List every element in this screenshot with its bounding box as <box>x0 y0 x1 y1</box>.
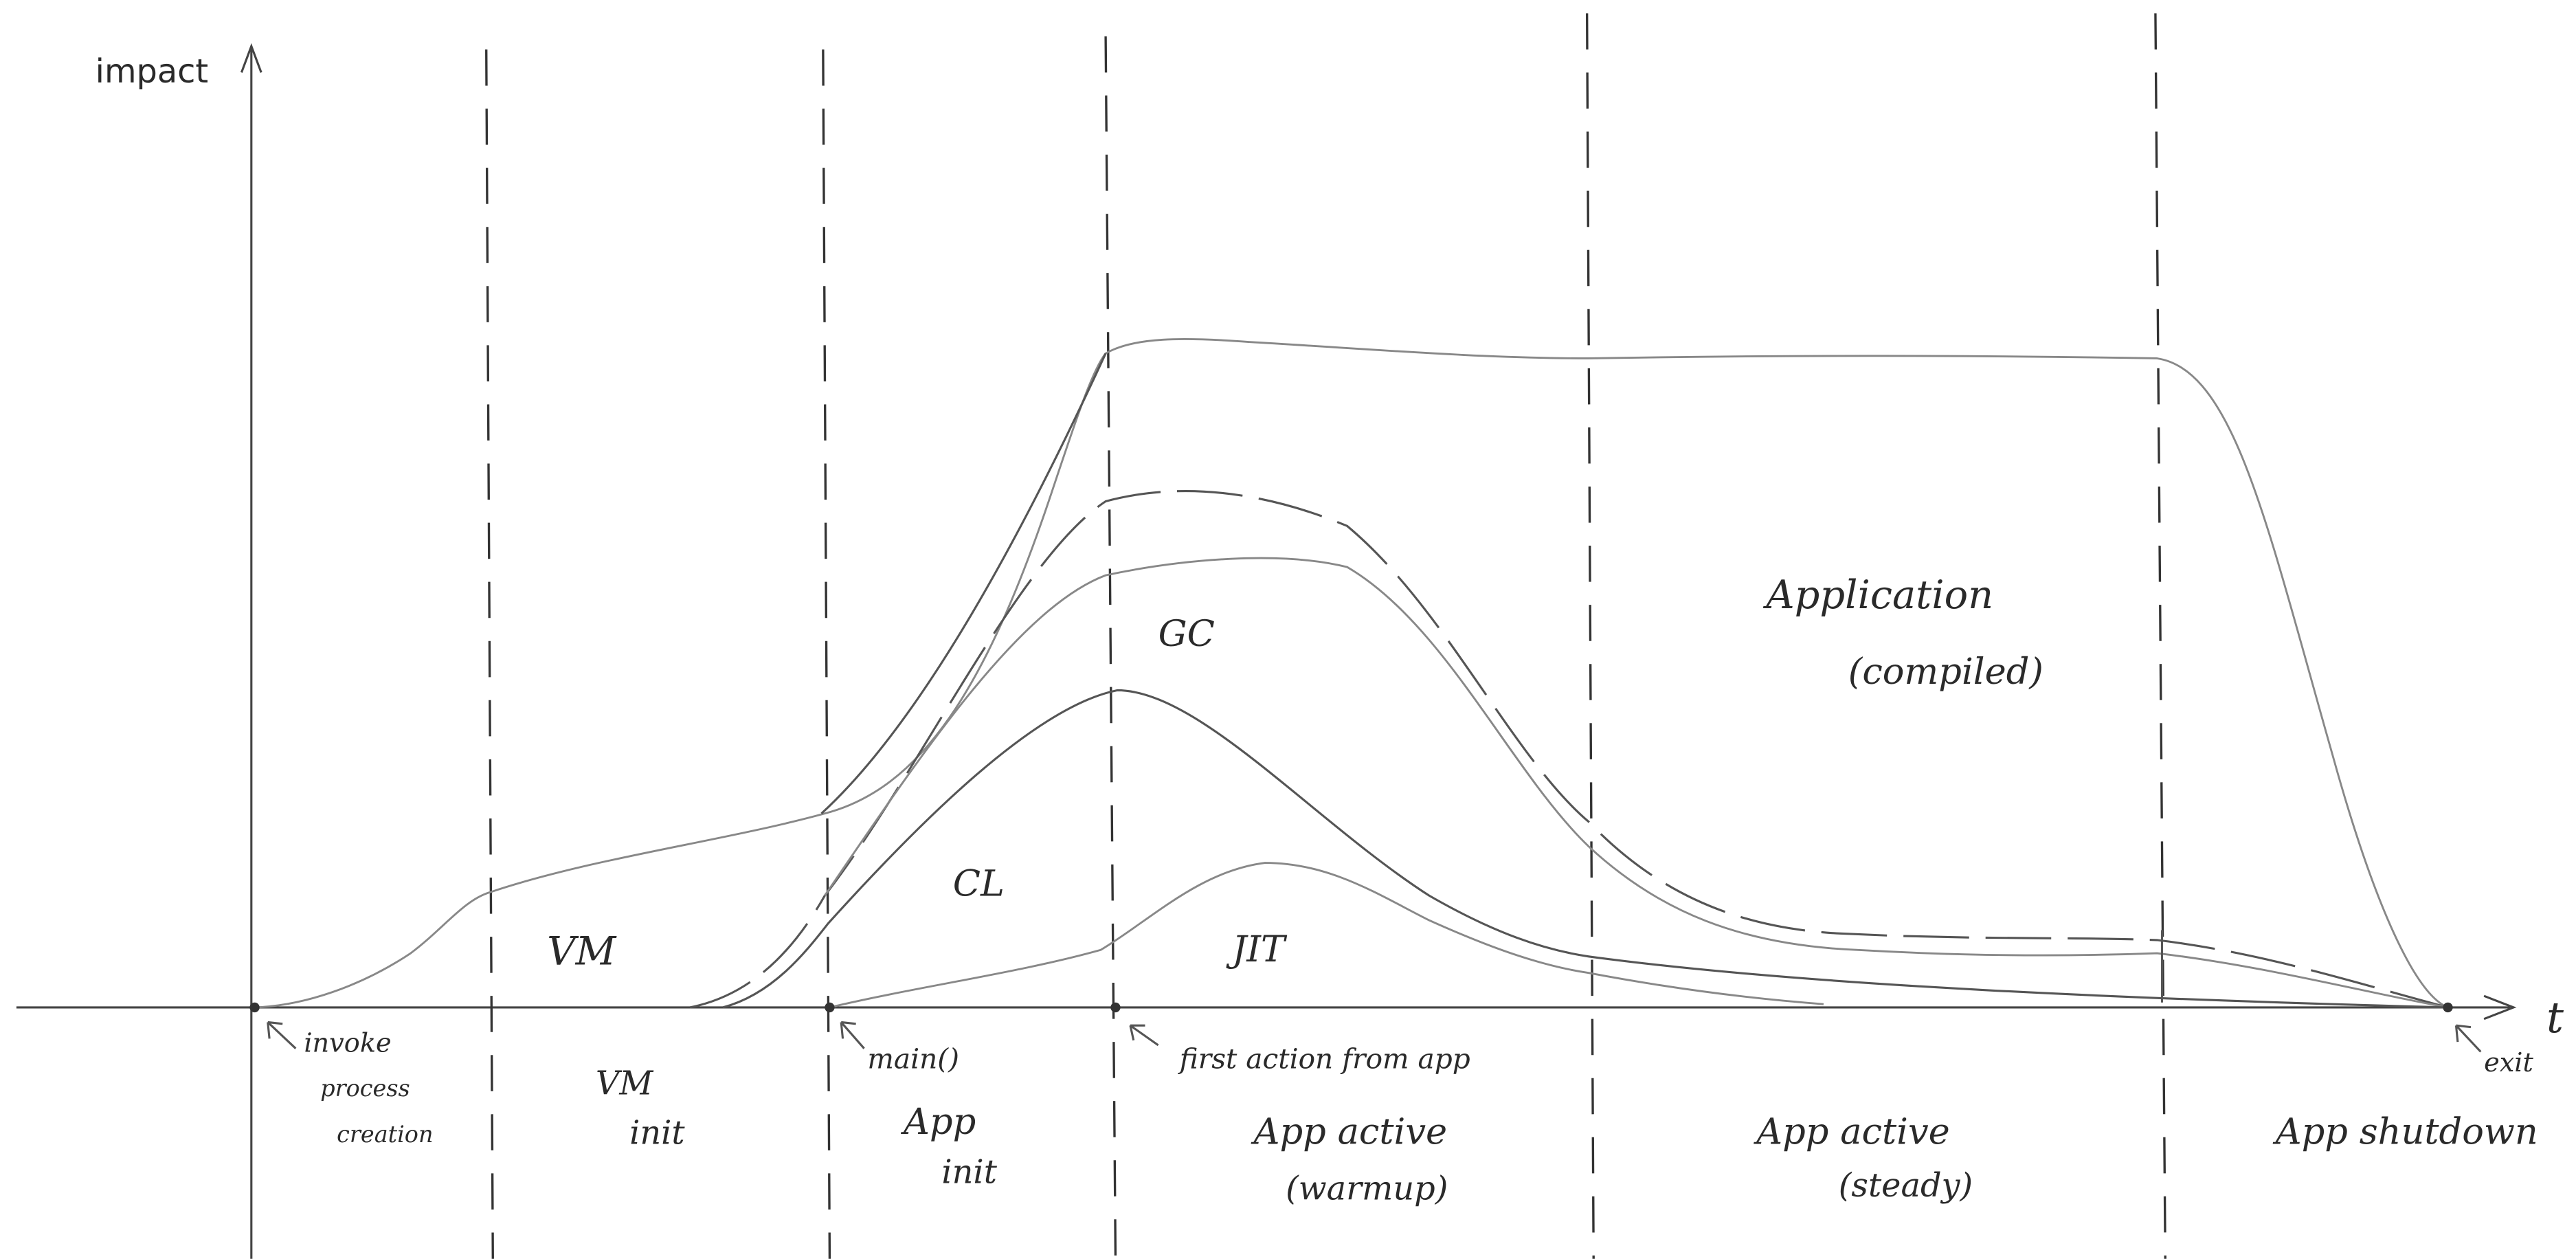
cl-curve <box>722 689 2448 1009</box>
application-rise <box>820 353 1107 814</box>
event-arrow <box>1129 1024 1159 1047</box>
phase-label: (warmup) <box>1286 1170 1448 1208</box>
x-axis-arrow <box>2483 994 2517 1021</box>
phase-boundary <box>1585 13 1595 1259</box>
event-label: creation <box>337 1121 433 1148</box>
phase-boundary <box>1104 36 1117 1259</box>
event-point <box>1110 1002 1121 1013</box>
region-label: VM <box>547 928 616 974</box>
phase-label: App active <box>1251 1111 1448 1152</box>
event-point <box>825 1002 835 1013</box>
application-label: (compiled) <box>1848 651 2043 693</box>
gc-lower-curve <box>824 557 2448 1009</box>
region-label: CL <box>953 862 1005 904</box>
phase-boundary <box>485 49 494 1259</box>
event-arrow <box>2454 1024 2482 1053</box>
event-point <box>249 1002 260 1013</box>
event-label: exit <box>2484 1047 2533 1078</box>
phase-boundary <box>822 49 831 1259</box>
event-arrow <box>840 1021 865 1049</box>
phase-boundary <box>2154 13 2166 1259</box>
event-label: first action from app <box>1178 1042 1470 1075</box>
phase-label: VM <box>596 1065 654 1103</box>
x-axis-label: t <box>2546 992 2564 1043</box>
phase-label: App shutdown <box>2273 1111 2538 1152</box>
event-label: invoke <box>304 1027 391 1058</box>
application-label: Application <box>1762 572 1993 618</box>
jit-curve <box>829 862 1824 1009</box>
event-arrow <box>267 1021 297 1049</box>
phase-label: App <box>901 1101 976 1143</box>
phase-label: App active <box>1754 1111 1950 1152</box>
event-point <box>2443 1002 2453 1013</box>
gc-upper-curve <box>689 490 2448 1009</box>
phase-label: (steady) <box>1839 1167 1973 1205</box>
phase-label: init <box>941 1154 997 1192</box>
y-axis-arrow <box>240 43 262 74</box>
y-axis-label: impact <box>96 53 208 91</box>
event-label: process <box>320 1075 410 1102</box>
event-label: main() <box>867 1042 959 1075</box>
region-label: GC <box>1158 613 1215 655</box>
region-label: JIT <box>1226 928 1288 970</box>
application-curve <box>254 337 2449 1009</box>
phase-label: init <box>629 1114 685 1152</box>
